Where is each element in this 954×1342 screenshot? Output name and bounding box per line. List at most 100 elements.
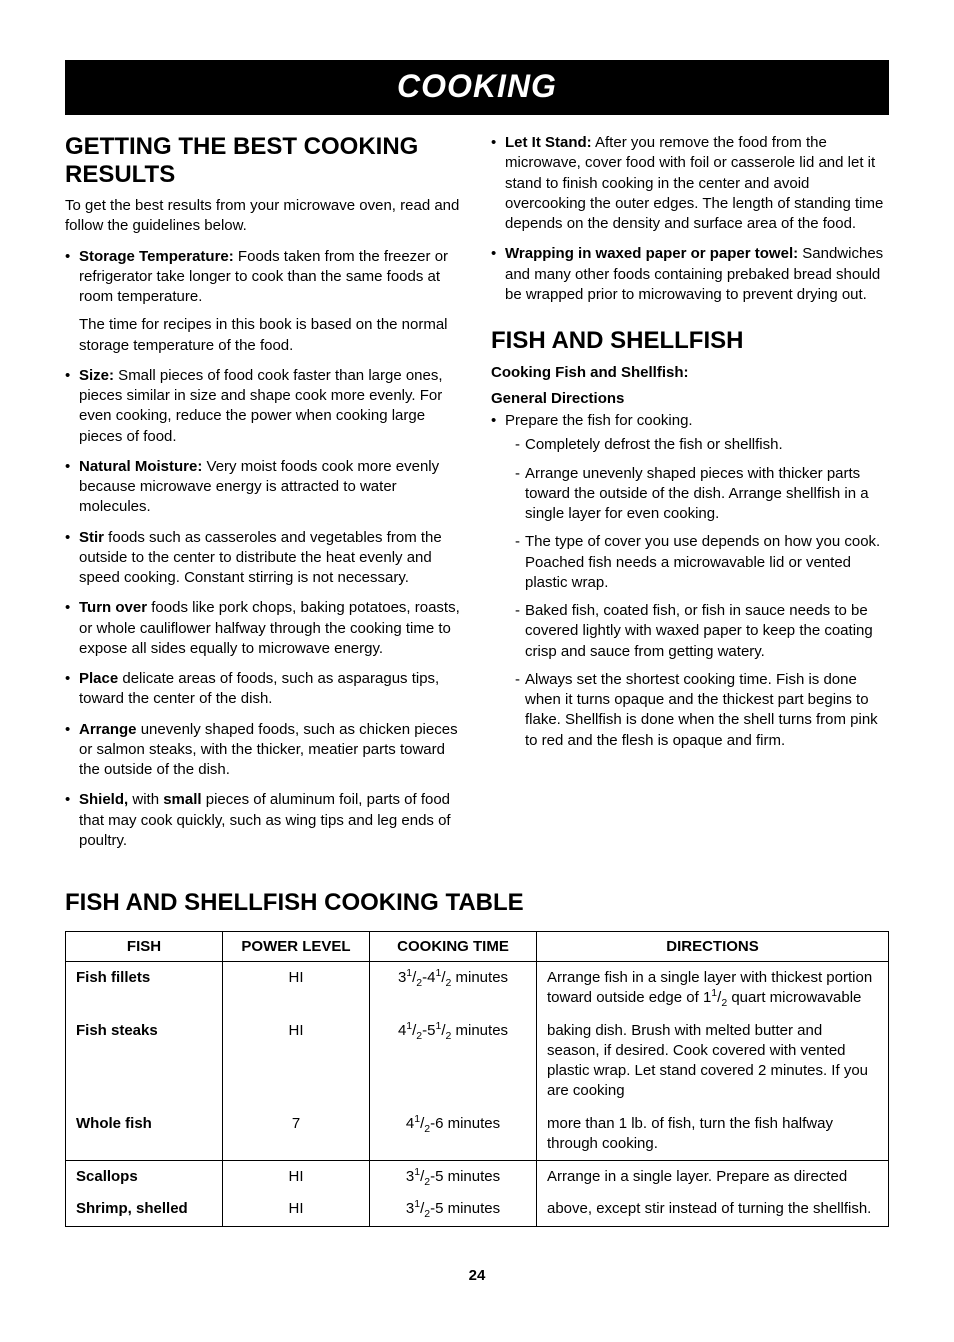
right-sub1: Cooking Fish and Shellfish: bbox=[491, 363, 889, 383]
dash-item: Arrange unevenly shaped pieces with thic… bbox=[515, 464, 889, 525]
bullet-bold: Arrange bbox=[79, 721, 137, 738]
right-top-bullets: Let It Stand: After you remove the food … bbox=[491, 133, 889, 305]
table-row: Fish steaks HI 41/2-51/2 minutes baking … bbox=[66, 1015, 889, 1108]
right-column: Let It Stand: After you remove the food … bbox=[491, 133, 889, 861]
dash-item: Baked fish, coated fish, or fish in sauc… bbox=[515, 601, 889, 662]
left-lead: To get the best results from your microw… bbox=[65, 196, 463, 237]
left-column: GETTING THE BEST COOKING RESULTS To get … bbox=[65, 133, 463, 861]
table-row: Scallops HI 31/2-5 minutes Arrange in a … bbox=[66, 1161, 889, 1194]
cooking-table: FISH POWER LEVEL COOKING TIME DIRECTIONS… bbox=[65, 931, 889, 1227]
t: -5 minutes bbox=[430, 1168, 500, 1185]
left-title: GETTING THE BEST COOKING RESULTS bbox=[65, 133, 463, 188]
right-prepare-bullet: Prepare the fish for cooking. Completely… bbox=[491, 411, 889, 751]
th-power: POWER LEVEL bbox=[223, 932, 370, 962]
cell-dir: Arrange fish in a single layer with thic… bbox=[537, 962, 889, 1015]
bullet-bold2: small bbox=[163, 791, 201, 808]
frac-n: 1 bbox=[414, 1198, 420, 1210]
bullet-arrange: Arrange unevenly shaped foods, such as c… bbox=[65, 720, 463, 781]
th-time: COOKING TIME bbox=[370, 932, 537, 962]
dash-list: Completely defrost the fish or shellfish… bbox=[505, 435, 889, 751]
cell-time: 41/2-51/2 minutes bbox=[370, 1015, 537, 1108]
frac-n: 1 bbox=[435, 967, 441, 979]
left-bullets: Storage Temperature: Foods taken from th… bbox=[65, 247, 463, 852]
bullet-storage: Storage Temperature: Foods taken from th… bbox=[65, 247, 463, 356]
bullet-sub: The time for recipes in this book is bas… bbox=[79, 315, 463, 356]
page-number: 24 bbox=[65, 1267, 889, 1284]
cell-time: 31/2-41/2 minutes bbox=[370, 962, 537, 1015]
th-dir: DIRECTIONS bbox=[537, 932, 889, 962]
cell-fish: Scallops bbox=[66, 1161, 223, 1194]
bullet-bold: Turn over bbox=[79, 599, 147, 616]
cell-dir: Arrange in a single layer. Prepare as di… bbox=[537, 1161, 889, 1194]
bullet-moisture: Natural Moisture: Very moist foods cook … bbox=[65, 457, 463, 518]
cell-dir: baking dish. Brush with melted butter an… bbox=[537, 1015, 889, 1108]
dash-item: Completely defrost the fish or shellfish… bbox=[515, 435, 889, 455]
t: -6 minutes bbox=[430, 1115, 500, 1132]
t: minutes bbox=[451, 969, 508, 986]
th-fish: FISH bbox=[66, 932, 223, 962]
cell-power: HI bbox=[223, 962, 370, 1015]
page: COOKING GETTING THE BEST COOKING RESULTS… bbox=[0, 0, 954, 1324]
frac-n: 1 bbox=[711, 987, 717, 999]
bullet-text: foods such as casseroles and vegetables … bbox=[79, 529, 442, 587]
t: -4 bbox=[422, 969, 435, 986]
cell-fish: Shrimp, shelled bbox=[66, 1193, 223, 1226]
frac-n: 1 bbox=[406, 1020, 412, 1032]
bullet-pre: with bbox=[128, 791, 163, 808]
right-sub2: General Directions bbox=[491, 389, 889, 409]
cell-fish: Whole fish bbox=[66, 1108, 223, 1161]
table-title: FISH AND SHELLFISH COOKING TABLE bbox=[65, 889, 889, 917]
cell-dir: more than 1 lb. of fish, turn the fish h… bbox=[537, 1108, 889, 1161]
bullet-place: Place delicate areas of foods, such as a… bbox=[65, 669, 463, 710]
bullet-shield: Shield, with small pieces of aluminum fo… bbox=[65, 790, 463, 851]
t: 4 bbox=[406, 1115, 414, 1132]
right-title: FISH AND SHELLFISH bbox=[491, 327, 889, 355]
bullet-bold: Let It Stand: bbox=[505, 134, 592, 151]
bullet-size: Size: Small pieces of food cook faster t… bbox=[65, 366, 463, 447]
frac-n: 1 bbox=[406, 967, 412, 979]
table-row: Shrimp, shelled HI 31/2-5 minutes above,… bbox=[66, 1193, 889, 1226]
bullet-bold: Place bbox=[79, 670, 118, 687]
t: 3 bbox=[406, 1168, 414, 1185]
dash-item: The type of cover you use depends on how… bbox=[515, 532, 889, 593]
bullet-turnover: Turn over foods like pork chops, baking … bbox=[65, 598, 463, 659]
bullet-bold: Storage Temperature: bbox=[79, 248, 234, 265]
cell-power: HI bbox=[223, 1193, 370, 1226]
bullet-text: Small pieces of food cook faster than la… bbox=[79, 367, 443, 445]
frac-n: 1 bbox=[414, 1113, 420, 1125]
bullet-stir: Stir foods such as casseroles and vegeta… bbox=[65, 528, 463, 589]
cell-time: 31/2-5 minutes bbox=[370, 1193, 537, 1226]
bullet-letstand: Let It Stand: After you remove the food … bbox=[491, 133, 889, 234]
bullet-bold: Size: bbox=[79, 367, 114, 384]
dash-item: Always set the shortest cooking time. Fi… bbox=[515, 670, 889, 751]
bullet-bold: Shield, bbox=[79, 791, 128, 808]
table-row: Whole fish 7 41/2-6 minutes more than 1 … bbox=[66, 1108, 889, 1161]
bullet-text: delicate areas of foods, such as asparag… bbox=[79, 670, 439, 707]
banner-title: COOKING bbox=[65, 60, 889, 115]
bullet-bold: Wrapping in waxed paper or paper towel: bbox=[505, 245, 798, 262]
two-column-layout: GETTING THE BEST COOKING RESULTS To get … bbox=[65, 133, 889, 861]
t: minutes bbox=[451, 1022, 508, 1039]
cell-dir: above, except stir instead of turning th… bbox=[537, 1193, 889, 1226]
t: -5 minutes bbox=[430, 1200, 500, 1217]
table-header-row: FISH POWER LEVEL COOKING TIME DIRECTIONS bbox=[66, 932, 889, 962]
cell-fish: Fish steaks bbox=[66, 1015, 223, 1108]
t: -5 bbox=[422, 1022, 435, 1039]
cell-time: 41/2-6 minutes bbox=[370, 1108, 537, 1161]
frac-n: 1 bbox=[414, 1166, 420, 1178]
bullet-bold: Stir bbox=[79, 529, 104, 546]
bullet-bold: Natural Moisture: bbox=[79, 458, 202, 475]
bullet-prepare: Prepare the fish for cooking. Completely… bbox=[491, 411, 889, 751]
cell-power: HI bbox=[223, 1015, 370, 1108]
cell-power: HI bbox=[223, 1161, 370, 1194]
bullet-text: unevenly shaped foods, such as chicken p… bbox=[79, 721, 458, 779]
frac-n: 1 bbox=[435, 1020, 441, 1032]
bullet-wrapping: Wrapping in waxed paper or paper towel: … bbox=[491, 244, 889, 305]
cell-power: 7 bbox=[223, 1108, 370, 1161]
dir-text: quart microwavable bbox=[727, 989, 861, 1006]
cell-fish: Fish fillets bbox=[66, 962, 223, 1015]
cell-time: 31/2-5 minutes bbox=[370, 1161, 537, 1194]
bullet-text: Prepare the fish for cooking. bbox=[505, 412, 693, 429]
t: 3 bbox=[406, 1200, 414, 1217]
table-row: Fish fillets HI 31/2-41/2 minutes Arrang… bbox=[66, 962, 889, 1015]
